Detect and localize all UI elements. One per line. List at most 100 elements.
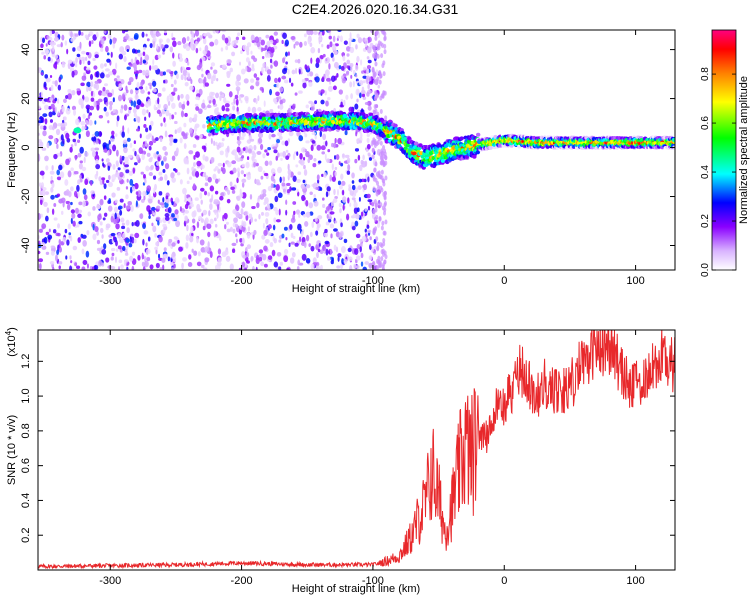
noise-cell	[38, 105, 41, 110]
noise-cell	[231, 150, 235, 155]
noise-cell	[337, 180, 342, 186]
noise-cell	[53, 203, 57, 208]
noise-cell	[257, 165, 263, 173]
noise-cell	[300, 183, 306, 190]
noise-cell	[105, 143, 110, 151]
noise-cell	[84, 151, 89, 157]
ridge-cell	[274, 125, 279, 130]
noise-cell	[189, 127, 193, 134]
noise-cell	[40, 182, 45, 189]
noise-cell	[151, 65, 155, 70]
noise-cell	[238, 61, 242, 66]
noise-cell	[179, 53, 183, 59]
noise-cell	[360, 241, 363, 248]
noise-cell	[281, 182, 286, 187]
noise-cell	[344, 154, 350, 158]
noise-cell	[382, 71, 386, 77]
noise-cell	[320, 99, 325, 105]
noise-cell	[72, 60, 76, 64]
noise-cell	[54, 54, 59, 60]
noise-cell	[44, 74, 48, 79]
noise-cell	[287, 51, 290, 56]
noise-cell	[255, 257, 260, 265]
noise-cell	[289, 186, 292, 192]
noise-cell	[194, 123, 200, 129]
noise-cell	[128, 106, 132, 111]
noise-cell	[374, 108, 378, 114]
noise-cell	[187, 197, 192, 203]
noise-cell	[143, 124, 147, 128]
noise-cell	[310, 263, 315, 270]
noise-cell	[196, 236, 199, 244]
noise-cell	[173, 217, 178, 222]
noise-cell	[376, 241, 380, 247]
noise-cell	[269, 108, 274, 113]
noise-cell	[164, 213, 170, 218]
noise-cell	[253, 161, 257, 168]
noise-cell	[185, 93, 190, 101]
noise-cell	[227, 189, 231, 195]
noise-cell	[376, 139, 380, 145]
noise-cell	[184, 58, 187, 63]
noise-cell	[159, 202, 165, 206]
noise-cell	[87, 60, 91, 66]
noise-cell	[383, 49, 387, 55]
noise-cell	[340, 263, 344, 270]
noise-cell	[148, 192, 151, 199]
noise-cell	[292, 201, 297, 205]
noise-cell	[159, 71, 165, 77]
noise-cell	[257, 95, 260, 102]
noise-cell	[230, 186, 235, 191]
noise-cell	[157, 220, 160, 226]
noise-cell	[51, 208, 55, 215]
noise-cell	[103, 212, 108, 217]
noise-cell	[88, 40, 92, 47]
noise-cell	[70, 201, 73, 206]
noise-cell	[201, 102, 206, 109]
noise-cell	[90, 147, 95, 152]
noise-cell	[51, 165, 54, 171]
noise-cell	[373, 143, 377, 149]
noise-cell	[138, 86, 144, 90]
noise-cell	[69, 255, 72, 260]
noise-cell	[43, 201, 48, 207]
noise-cell	[333, 244, 337, 251]
noise-cell	[285, 236, 288, 241]
noise-cell	[262, 188, 267, 194]
noise-cell	[93, 83, 97, 89]
noise-cell	[198, 215, 203, 221]
noise-cell	[109, 137, 115, 143]
noise-cell	[264, 211, 270, 217]
noise-cell	[227, 59, 232, 64]
noise-cell	[118, 83, 123, 91]
noise-cell	[303, 241, 307, 249]
noise-cell	[353, 263, 357, 269]
noise-cell	[334, 137, 337, 144]
noise-cell	[200, 247, 206, 253]
noise-cell	[238, 82, 241, 86]
noise-cell	[275, 183, 280, 191]
noise-cell	[91, 136, 97, 142]
noise-cell	[180, 110, 185, 118]
noise-cell	[307, 73, 311, 77]
noise-cell	[358, 79, 364, 86]
noise-cell	[79, 177, 83, 183]
noise-cell	[309, 231, 313, 238]
noise-cell	[273, 31, 278, 36]
noise-cell	[206, 223, 212, 230]
noise-cell	[195, 96, 200, 100]
noise-cell	[200, 164, 205, 170]
spectrogram-cells	[38, 30, 675, 270]
noise-cell	[166, 69, 172, 73]
noise-cell	[61, 105, 65, 113]
noise-cell	[281, 75, 287, 80]
noise-cell	[267, 147, 271, 151]
noise-cell	[160, 160, 164, 166]
noise-cell	[267, 224, 272, 230]
noise-cell	[129, 236, 132, 244]
noise-cell	[217, 146, 220, 150]
noise-cell	[222, 64, 227, 69]
noise-cell	[326, 256, 331, 261]
noise-cell	[253, 73, 258, 79]
noise-cell	[121, 245, 126, 252]
